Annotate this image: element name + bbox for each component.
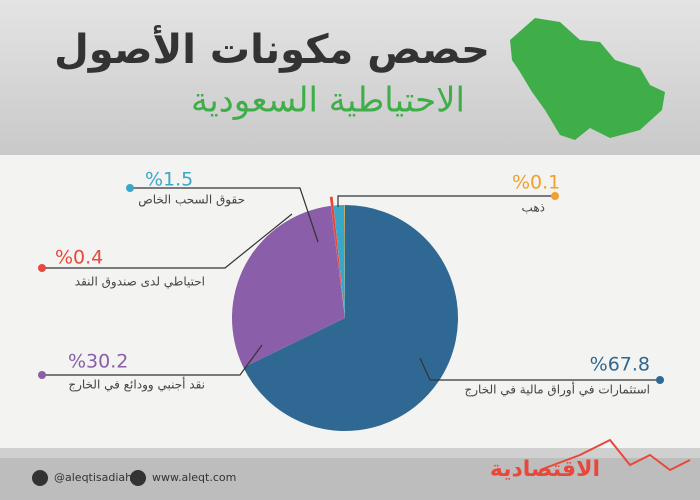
category-label: استثمارات في أوراق مالية في الخارج (465, 382, 651, 398)
callout-dot (551, 192, 559, 200)
pie (231, 196, 458, 431)
callout-dot (126, 184, 134, 192)
saudi-map (510, 18, 665, 140)
value-label: %0.1 (512, 172, 560, 194)
callout-line (419, 357, 660, 381)
pie-slice (344, 205, 345, 318)
chart-subtitle: الاحتياطية السعودية (191, 81, 465, 121)
website[interactable]: www.aleqt.com (152, 471, 236, 484)
value-label: %30.2 (68, 351, 128, 373)
web-icon (130, 470, 146, 486)
pie-slice (333, 205, 345, 318)
category-label: ذهب (522, 201, 545, 215)
value-label: %67.8 (590, 354, 650, 376)
callout-dot (38, 264, 46, 272)
category-label: نقد أجنبي وودائع في الخارج (68, 377, 205, 393)
callout-line (337, 195, 555, 207)
pie-slice (231, 205, 345, 368)
callout-line (42, 213, 293, 269)
callout-line (42, 344, 263, 376)
callout-line (130, 187, 319, 243)
pie-slice (329, 196, 344, 310)
pie-slice (243, 205, 458, 431)
chart-title: حصص مكونات الأصول (54, 24, 490, 73)
logo: الاقتصادية (490, 457, 600, 482)
footer-inner (0, 458, 700, 500)
value-label: %1.5 (145, 169, 193, 191)
twitter-handle[interactable]: @aleqtisadiah (54, 471, 132, 484)
logo-line (539, 438, 691, 472)
value-label: %0.4 (55, 247, 103, 269)
twitter-icon (32, 470, 48, 486)
category-label: حقوق السحب الخاص (138, 193, 245, 208)
callouts: %67.8 استثمارات في أوراق مالية في الخارج%… (38, 169, 664, 398)
category-label: احتياطي لدى صندوق النقد (75, 275, 205, 290)
callout-dot (656, 376, 664, 384)
callout-dot (38, 371, 46, 379)
